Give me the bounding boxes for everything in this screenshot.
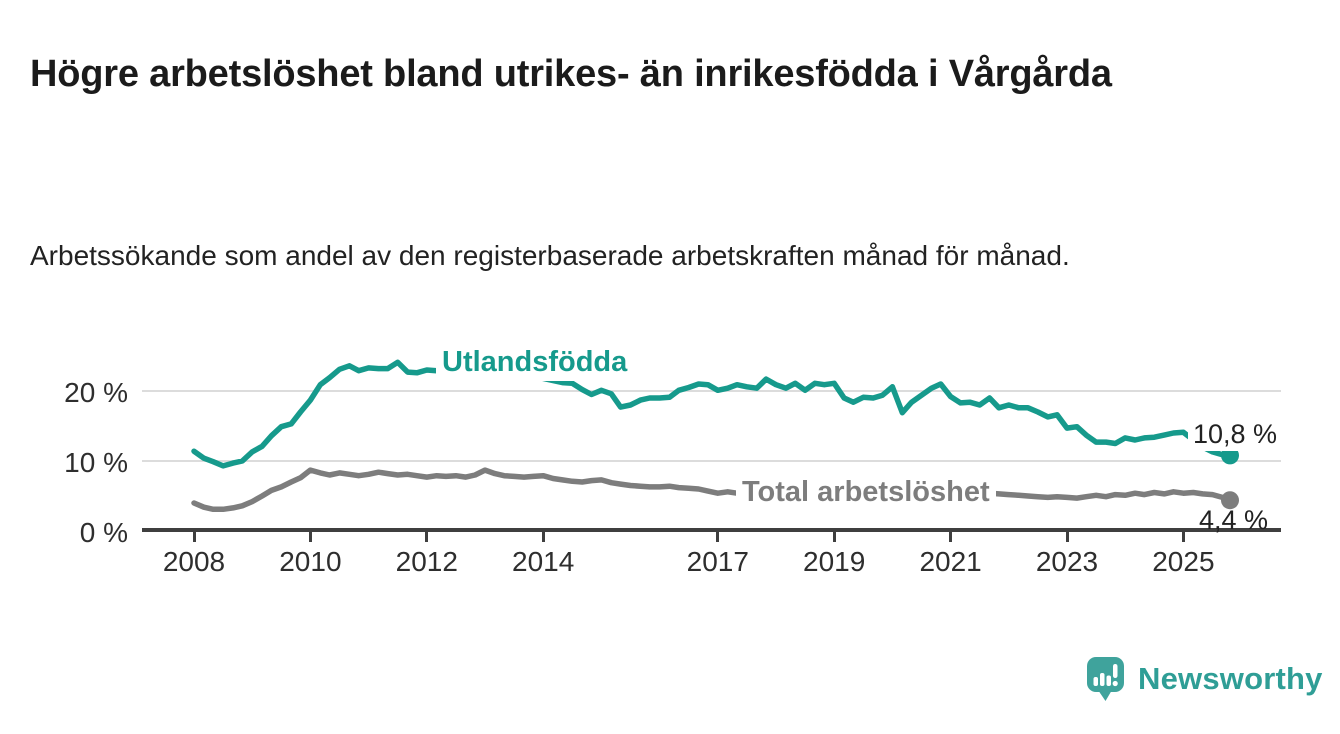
x-tick-label: 2012 [395,546,458,577]
series-line [191,359,1233,469]
y-tick-label: 20 % [64,377,128,408]
x-tick [1181,532,1185,542]
newsworthy-logo-text: Newsworthy [1138,661,1323,696]
end-value-total: 4,4 % [1199,505,1269,535]
x-tick [192,532,196,542]
chart-title: Högre arbetslöshet bland utrikes- än inr… [30,53,1112,96]
x-tick [541,532,545,542]
x-tick [1065,532,1069,542]
series-line [191,467,1233,513]
chart-subtitle: Arbetssökande som andel av den registerb… [30,240,1070,271]
x-tick-label: 2010 [279,546,342,577]
x-tick-label: 2023 [1035,546,1099,577]
y-tick-label: 0 % [79,517,128,548]
x-axis-line [142,528,1281,532]
x-tick [949,532,953,542]
x-tick [716,532,720,542]
newsworthy-logo-icon [1087,657,1124,701]
x-tick-label: 2008 [162,546,226,577]
x-tick [308,532,312,542]
x-tick-label: 2014 [512,546,575,577]
newsworthy-logo: Newsworthy [1086,656,1323,702]
series-label-total-arbetsloshet: Total arbetslöshet [736,474,996,511]
gridline-20pct [142,390,1281,392]
end-value-utlandsfodda: 10,8 % [1188,418,1283,451]
x-tick [832,532,836,542]
y-tick-label: 10 % [64,447,128,478]
gridline-10pct [142,460,1281,462]
series-label-utlandsfodda: Utlandsfödda [436,344,634,381]
x-tick-label: 2021 [919,546,982,577]
x-tick-label: 2025 [1152,546,1215,577]
x-tick-label: 2017 [686,546,749,577]
x-tick-label: 2019 [803,546,866,577]
x-tick [425,532,429,542]
